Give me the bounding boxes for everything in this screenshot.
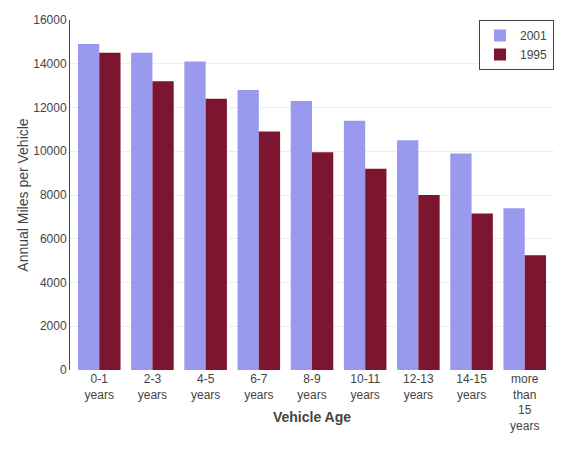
svg-text:6000: 6000 bbox=[40, 232, 67, 246]
svg-text:0-1years: 0-1years bbox=[85, 372, 114, 402]
svg-text:Annual Miles per Vehicle: Annual Miles per Vehicle bbox=[15, 118, 31, 272]
svg-text:10-11years: 10-11years bbox=[350, 372, 380, 402]
svg-text:12-13years: 12-13years bbox=[403, 372, 434, 402]
svg-text:14000: 14000 bbox=[33, 57, 67, 71]
svg-text:Vehicle Age: Vehicle Age bbox=[273, 409, 351, 425]
svg-text:12000: 12000 bbox=[33, 101, 67, 115]
svg-text:16000: 16000 bbox=[33, 13, 67, 27]
svg-text:4-5years: 4-5years bbox=[191, 372, 220, 402]
svg-text:2001: 2001 bbox=[520, 29, 547, 43]
svg-text:8000: 8000 bbox=[40, 188, 67, 202]
svg-text:10000: 10000 bbox=[33, 144, 67, 158]
svg-text:morethan15years: morethan15years bbox=[510, 372, 539, 433]
svg-text:8-9years: 8-9years bbox=[297, 372, 326, 402]
svg-text:14-15years: 14-15years bbox=[456, 372, 487, 402]
svg-text:1995: 1995 bbox=[520, 48, 547, 62]
svg-text:2000: 2000 bbox=[40, 319, 67, 333]
svg-text:4000: 4000 bbox=[40, 276, 67, 290]
svg-text:6-7years: 6-7years bbox=[244, 372, 273, 402]
svg-text:0: 0 bbox=[60, 363, 67, 377]
svg-text:2-3years: 2-3years bbox=[138, 372, 167, 402]
